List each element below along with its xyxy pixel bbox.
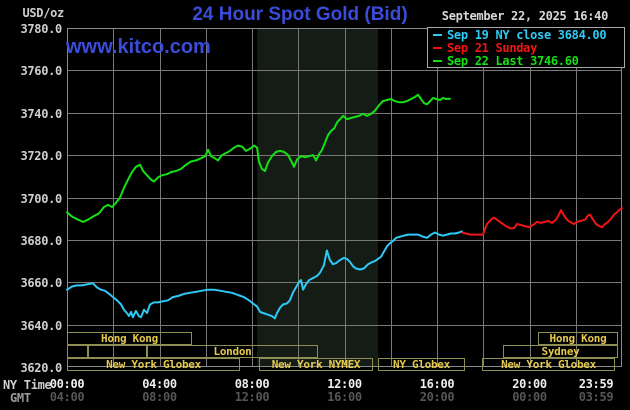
unit-label: USD/oz — [22, 6, 64, 20]
y-tick-label: 3760.0 — [20, 64, 62, 79]
legend-row: Sep 22 Last 3746.60 — [428, 53, 624, 68]
session-box: New York Globex — [482, 358, 615, 371]
y-tick-label: 3780.0 — [20, 22, 62, 36]
y-tick-label: 3620.0 — [20, 361, 62, 375]
session-box: NY Globex — [378, 358, 465, 371]
x-tick-label-gmt: 04:00 — [49, 390, 85, 404]
session-label: London — [213, 345, 252, 358]
legend-dash-icon — [433, 33, 442, 36]
y-tick-label: 3660.0 — [20, 276, 62, 291]
legend-label: Sep 21 Sunday — [447, 40, 538, 55]
x-tick-label-ny: 20:00 — [512, 377, 547, 391]
session-box: Hong Kong — [67, 332, 192, 345]
x-tick-label-ny: 04:00 — [142, 377, 177, 391]
session-box: New York Globex — [67, 358, 240, 371]
y-tick-label: 3720.0 — [20, 149, 62, 164]
session-label: Hong Kong — [101, 332, 158, 345]
x-tick-label-gmt: 00:00 — [512, 390, 547, 404]
session-label: New York Globex — [106, 358, 201, 371]
session-box: New York NYMEX — [259, 358, 373, 371]
x-tick-label-gmt: 03:59 — [578, 390, 614, 404]
legend-label: Sep 19 NY close 3684.00 — [447, 27, 607, 42]
legend-label: Sep 22 Last 3746.60 — [447, 53, 579, 68]
session-box — [88, 345, 147, 358]
plot-frame — [67, 28, 622, 367]
x-tick-label-ny: 08:00 — [234, 377, 270, 391]
session-label: NY Globex — [393, 358, 450, 371]
ny-time-label: NY Time — [3, 378, 52, 392]
y-tick-label: 3640.0 — [20, 318, 62, 333]
x-tick-label-ny: 00:00 — [49, 377, 85, 391]
x-tick-label-ny: 16:00 — [419, 377, 455, 391]
legend-dash-icon — [433, 46, 442, 49]
page-title: 24 Hour Spot Gold (Bid) — [192, 4, 408, 25]
legend-row: Sep 21 Sunday — [428, 40, 624, 55]
session-box — [67, 345, 88, 358]
series-line-1 — [461, 207, 623, 236]
legend-row: Sep 19 NY close 3684.00 — [428, 27, 624, 42]
legend-box: Sep 19 NY close 3684.00 Sep 21 Sunday Sep … — [427, 27, 625, 68]
series-line-0 — [66, 230, 463, 320]
nymex-band — [257, 28, 378, 367]
x-tick-label-gmt: 12:00 — [234, 390, 270, 404]
series-line-2 — [66, 93, 451, 223]
x-tick-label-ny: 12:00 — [327, 377, 362, 391]
session-box: London — [147, 345, 318, 358]
session-box: Hong Kong — [538, 332, 618, 345]
y-tick-label: 3700.0 — [20, 191, 62, 206]
session-label: New York NYMEX — [271, 358, 361, 371]
y-tick-label: 3680.0 — [20, 233, 62, 248]
x-tick-label-ny: 23:59 — [578, 377, 614, 391]
session-label: Sydney — [541, 345, 580, 358]
datetime-label: September 22, 2025 16:40 — [441, 9, 609, 23]
session-label: New York Globex — [501, 358, 596, 371]
session-label: Hong Kong — [549, 332, 607, 345]
session-box: Sydney — [503, 345, 618, 358]
watermark-link[interactable]: www.kitco.com — [66, 36, 211, 58]
x-tick-label-gmt: 20:00 — [419, 390, 455, 404]
y-tick-label: 3740.0 — [20, 106, 62, 121]
x-tick-label-gmt: 08:00 — [142, 390, 177, 404]
gmt-label: GMT — [10, 391, 31, 405]
legend-dash-icon — [433, 59, 442, 62]
x-tick-label-gmt: 16:00 — [327, 390, 362, 404]
